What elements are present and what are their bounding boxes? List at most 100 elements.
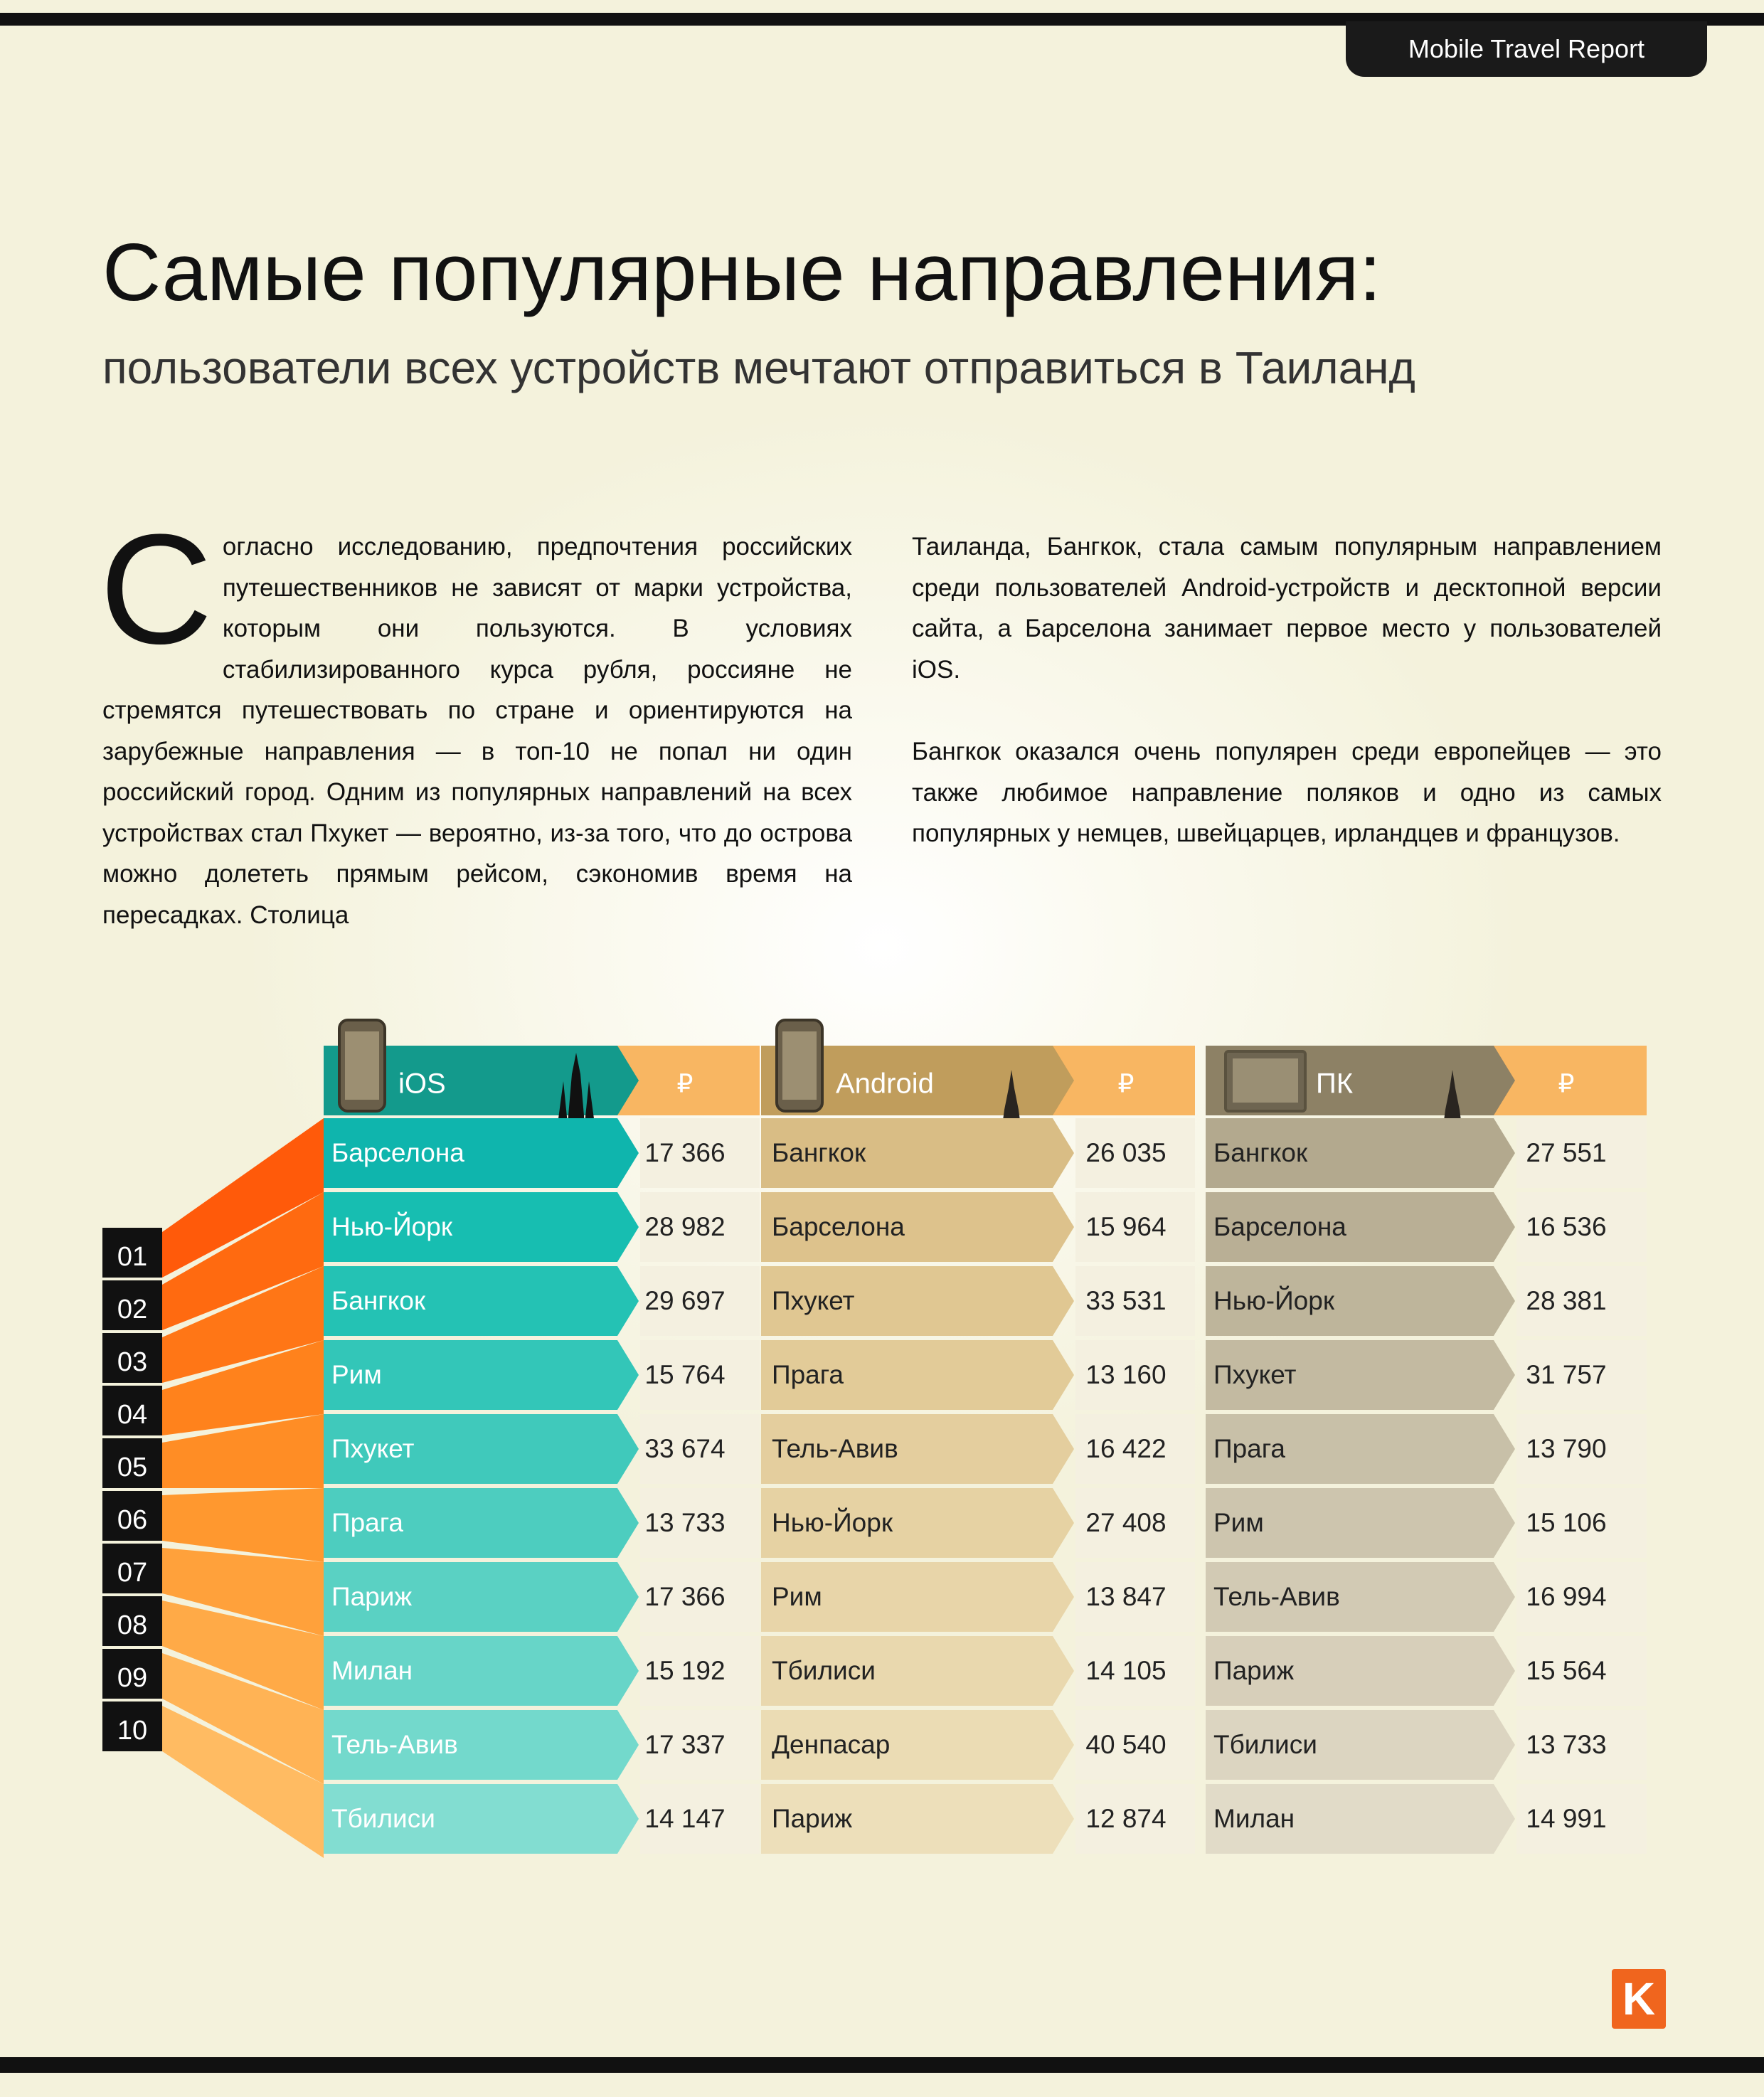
price-value: 17 366 (644, 1582, 725, 1611)
price-value: 15 106 (1526, 1508, 1606, 1537)
price-value: 29 697 (644, 1286, 725, 1315)
rank-label: 04 (117, 1400, 147, 1430)
platform-label: iOS (398, 1068, 446, 1100)
price-cell (1075, 1340, 1195, 1410)
body-paragraph-1: огласно исследованию, предпочтения росси… (102, 533, 852, 929)
city-label: Милан (331, 1656, 413, 1685)
rank-connector (162, 1266, 324, 1383)
row-band (324, 1118, 639, 1188)
row-band (761, 1266, 1074, 1336)
price-cell (1075, 1192, 1195, 1262)
row-band (324, 1266, 639, 1336)
price-cell (1516, 1562, 1647, 1632)
price-cell (640, 1562, 760, 1632)
row-band (761, 1488, 1074, 1558)
price-value: 27 551 (1526, 1138, 1606, 1167)
row-band (324, 1562, 639, 1632)
price-value: 16 994 (1526, 1582, 1606, 1611)
price-cell (640, 1488, 760, 1558)
top-border (0, 13, 1764, 26)
row-band (761, 1414, 1074, 1484)
column-header (324, 1046, 639, 1115)
row-band (1206, 1340, 1515, 1410)
city-label: Тель-Авив (772, 1434, 898, 1463)
city-label: Тбилиси (331, 1804, 435, 1833)
header-arrow-tip (617, 1046, 639, 1115)
row-band (761, 1710, 1074, 1780)
price-cell (640, 1118, 760, 1188)
city-label: Тель-Авив (331, 1730, 458, 1759)
city-label: Барселона (1213, 1212, 1346, 1241)
row-band (1206, 1118, 1515, 1188)
page-title: Самые популярные направления: (102, 228, 1382, 318)
body-column-1: С огласно исследованию, предпочтения рос… (100, 511, 852, 935)
row-band (761, 1192, 1074, 1262)
city-label: Тель-Авив (1213, 1582, 1340, 1611)
rank-connector (162, 1600, 324, 1710)
city-label: Париж (331, 1582, 412, 1611)
price-value: 28 381 (1526, 1286, 1606, 1315)
price-cell (1075, 1710, 1195, 1780)
body-paragraph-2: Таиланда, Бангкок, стала самым популярны… (912, 533, 1662, 684)
rank-box (102, 1649, 162, 1699)
page-subtitle: пользователи всех устройств мечтают отпр… (102, 342, 1415, 393)
row-band (1206, 1710, 1515, 1780)
price-value: 13 790 (1526, 1434, 1606, 1463)
rank-connector (162, 1706, 324, 1858)
currency-header (1053, 1046, 1195, 1115)
city-label: Бангкок (772, 1138, 866, 1167)
price-value: 33 674 (644, 1434, 725, 1463)
row-band (324, 1784, 639, 1854)
rank-box (102, 1491, 162, 1541)
city-label: Нью-Йорк (331, 1211, 453, 1241)
rank-connector (162, 1118, 324, 1278)
price-cell (1075, 1562, 1195, 1632)
rank-label: 09 (117, 1663, 147, 1693)
report-tab: Mobile Travel Report (1346, 21, 1707, 77)
row-band (1206, 1266, 1515, 1336)
price-value: 16 536 (1526, 1212, 1606, 1241)
currency-label: ₽ (1558, 1069, 1575, 1098)
price-cell (1516, 1784, 1647, 1854)
rank-label: 01 (117, 1242, 147, 1272)
row-band (324, 1192, 639, 1262)
rank-box (102, 1228, 162, 1278)
price-value: 13 160 (1085, 1360, 1166, 1389)
platform-label: ПК (1316, 1068, 1354, 1100)
rank-label: 08 (117, 1610, 147, 1640)
city-label: Пхукет (331, 1434, 415, 1463)
price-value: 13 733 (644, 1508, 725, 1537)
price-value: 15 192 (644, 1656, 725, 1685)
rank-label: 05 (117, 1453, 147, 1482)
row-band (1206, 1784, 1515, 1854)
price-cell (640, 1784, 760, 1854)
city-label: Рим (772, 1582, 822, 1611)
row-band (1206, 1414, 1515, 1484)
rank-box (102, 1438, 162, 1488)
city-label: Прага (331, 1508, 403, 1537)
header-arrow-tip (1053, 1046, 1074, 1115)
rank-label: 06 (117, 1505, 147, 1535)
phone-screen (345, 1031, 379, 1100)
price-value: 15 764 (644, 1360, 725, 1389)
price-cell (640, 1710, 760, 1780)
rank-connector (162, 1548, 324, 1636)
city-label: Прага (1213, 1434, 1285, 1463)
rank-box (102, 1596, 162, 1646)
price-cell (1516, 1192, 1647, 1262)
rank-connector (162, 1488, 324, 1562)
price-cell (1075, 1784, 1195, 1854)
row-band (761, 1562, 1074, 1632)
price-cell (1075, 1488, 1195, 1558)
currency-header (617, 1046, 760, 1115)
city-label: Париж (1213, 1656, 1294, 1685)
price-cell (640, 1414, 760, 1484)
price-value: 14 147 (644, 1804, 725, 1833)
city-label: Бангкок (1213, 1138, 1308, 1167)
phone-screen (782, 1031, 817, 1100)
body-column-2: Таиланда, Бангкок, стала самым популярны… (912, 526, 1662, 854)
column-header (761, 1046, 1074, 1115)
price-value: 12 874 (1085, 1804, 1166, 1833)
rank-box (102, 1280, 162, 1330)
